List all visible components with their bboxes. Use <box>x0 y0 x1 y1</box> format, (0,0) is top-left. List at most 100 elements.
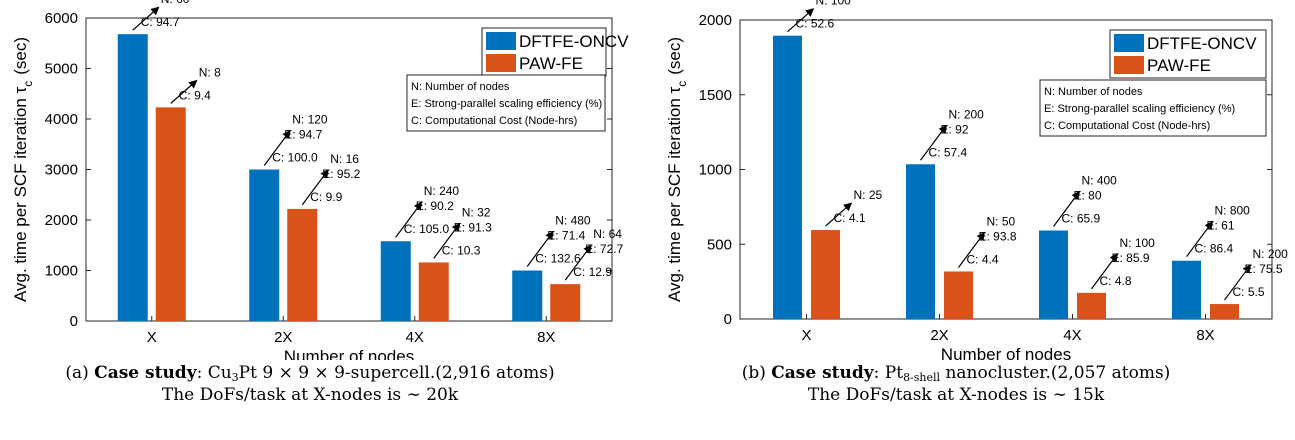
caption-a-sub: 3 <box>231 371 239 384</box>
annotation-b-s1-3-0: N: 200 <box>1253 247 1289 261</box>
bar-b-s0-0 <box>773 35 802 319</box>
annotation-b-s0-3-0: N: 800 <box>1215 204 1251 218</box>
annotation-b-s1-2-2: C: 4.8 <box>1100 274 1132 288</box>
annotation-a-s1-3-2: C: 12.9 <box>573 265 612 279</box>
y-axis-label-unit-a: (sec) <box>11 37 30 75</box>
x-axis-label-b: Number of nodes <box>941 345 1071 360</box>
bar-a-s0-1 <box>249 169 280 321</box>
y-axis-label-sub-a: c <box>21 81 35 87</box>
annotation-b-s0-2-0: N: 400 <box>1082 173 1118 187</box>
annotation-a-s0-3-2: C: 132.6 <box>535 252 581 266</box>
annotation-arrow-b-s1-2 <box>1091 253 1119 290</box>
annotation-arrow-b-s1-3 <box>1224 264 1252 301</box>
annotation-a-s1-3-0: N: 64 <box>593 227 622 241</box>
y-axis-label-a: Avg. time per SCF iteration τc (sec) <box>11 37 35 302</box>
bar-b-s1-1 <box>944 271 973 319</box>
info-box-frame-b <box>1039 79 1267 137</box>
caption-b-bold: Case study <box>771 363 874 383</box>
y-tick-label-b-4: 2000 <box>699 12 732 29</box>
y-axis-label-sub-b: c <box>675 81 689 87</box>
annotation-a-s0-2-1: E: 90.2 <box>416 199 454 213</box>
annotation-b-s1-2-0: N: 100 <box>1120 236 1156 250</box>
annotation-a-s1-0-0: N: 8 <box>199 65 221 79</box>
caption-b-pre: : Pt <box>873 363 904 383</box>
caption-b-line2: The DoFs/task at X-nodes is ∼ 15k <box>807 385 1105 405</box>
caption-a: (a) Case study: Cu3Pt 9 × 9 × 9-supercel… <box>0 362 620 406</box>
info-box-line-a-0: N: Number of nodes <box>411 81 510 93</box>
annotation-arrow-b-s1-1 <box>958 231 986 268</box>
caption-b-label: (b) <box>741 363 766 383</box>
x-tick-label-a-1: 2X <box>274 329 292 346</box>
annotation-a-s0-3-0: N: 480 <box>555 214 591 228</box>
annotation-arrow-a-s1-0 <box>170 79 198 104</box>
info-box-line-b-1: E: Strong-parallel scaling efficiency (%… <box>1044 103 1235 115</box>
annotation-a-s1-2-1: E: 91.3 <box>454 220 492 234</box>
bar-a-s1-1 <box>287 208 318 321</box>
annotation-b-s0-0-1: C: 52.6 <box>796 17 835 31</box>
annotation-b-s0-3-2: C: 86.4 <box>1195 242 1234 256</box>
annotation-arrow-b-s0-0 <box>787 8 815 33</box>
y-tick-label-b-1: 500 <box>707 236 732 253</box>
bar-b-s1-0 <box>811 230 840 319</box>
info-box-line-b-2: C: Computational Cost (Node-hrs) <box>1044 120 1210 132</box>
annotation-arrow-b-s0-2 <box>1053 190 1081 227</box>
annotation-b-s1-0-1: C: 4.1 <box>834 211 866 225</box>
legend-swatch-a-1 <box>486 54 516 72</box>
info-box-line-a-2: C: Computational Cost (Node-hrs) <box>411 115 577 127</box>
bar-a-s1-3 <box>550 284 581 321</box>
bar-a-s1-0 <box>155 107 186 321</box>
x-tick-label-b-3: 8X <box>1196 327 1214 344</box>
caption-a-bold: Case study <box>94 363 197 383</box>
legend-label-b-0: DFTFE-ONCV <box>1147 34 1257 53</box>
y-tick-label-b-2: 1000 <box>699 162 732 179</box>
annotation-b-s0-1-1: E: 92 <box>941 122 969 136</box>
legend-swatch-b-0 <box>1114 34 1144 52</box>
bar-a-s0-0 <box>117 34 148 321</box>
caption-b-line1: (b) Case study: Pt8-shell nanocluster.(2… <box>646 362 1266 384</box>
annotation-b-s0-1-0: N: 200 <box>949 107 985 121</box>
legend-a: DFTFE-ONCV PAW-FE <box>481 27 629 77</box>
annotation-b-s0-0-0: N: 100 <box>816 0 852 8</box>
caption-a-line2: The DoFs/task at X-nodes is ∼ 20k <box>161 385 459 405</box>
annotation-arrow-b-s0-3 <box>1186 221 1214 258</box>
annotation-a-s1-1-1: E: 95.2 <box>322 167 360 181</box>
y-tick-label-a-4: 4000 <box>45 111 78 128</box>
caption-a-line1: (a) Case study: Cu3Pt 9 × 9 × 9-supercel… <box>0 362 620 384</box>
y-tick-label-b-3: 1500 <box>699 87 732 104</box>
annotation-arrow-b-s0-1 <box>920 124 948 161</box>
annotation-b-s1-3-2: C: 5.5 <box>1233 285 1265 299</box>
legend-swatch-a-0 <box>486 32 516 50</box>
bar-a-s1-2 <box>418 262 449 321</box>
bar-b-s1-3 <box>1210 304 1239 319</box>
chart-a: 0 1000 2000 3000 4000 5000 6000 X 2X 4X 8X Number o… <box>11 0 629 360</box>
annotation-b-s1-1-1: E: 93.8 <box>979 229 1017 243</box>
info-box-a: N: Number of nodes E: Strong-parallel sca… <box>406 74 606 132</box>
annotation-arrow-a-s0-0 <box>132 6 160 31</box>
annotation-a-s0-1-2: C: 100.0 <box>272 151 318 165</box>
bar-a-s0-3 <box>512 270 543 321</box>
info-box-line-b-0: N: Number of nodes <box>1044 86 1143 98</box>
y-tick-label-b-0: 0 <box>724 311 732 328</box>
info-box-b: N: Number of nodes E: Strong-parallel sca… <box>1039 79 1267 137</box>
annotation-arrow-a-s1-1 <box>301 169 329 206</box>
caption-a-post: Pt 9 × 9 × 9-supercell.(2,916 atoms) <box>238 363 555 383</box>
bar-b-s0-3 <box>1172 260 1201 319</box>
annotation-a-s1-1-2: C: 9.9 <box>310 190 342 204</box>
annotation-a-s0-0-1: C: 94.7 <box>141 15 180 29</box>
x-tick-label-b-0: X <box>801 327 811 344</box>
annotation-b-s1-2-1: E: 85.9 <box>1112 251 1150 265</box>
annotation-a-s0-2-2: C: 105.0 <box>404 222 450 236</box>
legend-b: DFTFE-ONCV PAW-FE <box>1109 29 1267 79</box>
info-box-frame-a <box>406 74 606 132</box>
x-tick-label-a-3: 8X <box>537 329 555 346</box>
y-tick-label-a-1: 1000 <box>45 263 78 280</box>
annotation-b-s0-2-2: C: 65.9 <box>1062 211 1101 225</box>
bar-a-s0-2 <box>380 241 411 321</box>
annotation-arrow-a-s0-2 <box>395 201 423 238</box>
info-box-line-a-1: E: Strong-parallel scaling efficiency (%… <box>411 98 602 110</box>
x-tick-label-a-2: 4X <box>406 329 424 346</box>
y-tick-label-a-3: 3000 <box>45 162 78 179</box>
y-tick-label-a-5: 5000 <box>45 61 78 78</box>
x-tick-label-a-0: X <box>147 329 157 346</box>
